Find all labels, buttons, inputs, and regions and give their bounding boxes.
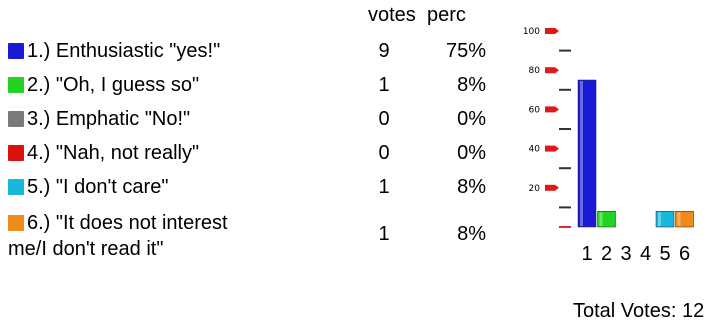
y-tick-label: 20	[529, 184, 541, 194]
y-minor-tick	[559, 128, 571, 130]
option-label: 1.) Enthusiastic "yes!"	[27, 40, 221, 62]
bar-highlight	[658, 212, 661, 226]
x-tick-label: 3	[620, 243, 631, 265]
bar-highlight	[677, 212, 681, 226]
option-percent: 8%	[457, 74, 486, 96]
y-tick-arrow	[555, 106, 559, 113]
bar	[577, 79, 597, 228]
swatch-icon	[8, 145, 24, 161]
option-votes: 1	[378, 223, 390, 245]
perc-header: perc	[427, 4, 466, 26]
option-votes: 1	[378, 74, 390, 96]
bar	[597, 211, 616, 228]
y-tick-arrow	[555, 145, 559, 152]
swatch-icon	[8, 111, 24, 127]
bar	[675, 211, 694, 228]
y-tick-mark	[545, 145, 555, 152]
bar-highlight	[580, 81, 583, 226]
y-tick-mark	[545, 106, 555, 113]
option-label: 3.) Emphatic "No!"	[27, 108, 191, 130]
option-percent: 8%	[457, 176, 486, 198]
x-tick-label: 6	[679, 243, 690, 265]
votes-header: votes	[368, 4, 416, 26]
y-minor-tick	[559, 167, 571, 170]
option-label: 6.) "It does not interest	[27, 212, 228, 234]
x-tick-label: 4	[640, 243, 651, 265]
y-zero-tick	[559, 226, 571, 228]
y-tick-mark	[545, 28, 555, 34]
option-votes: 0	[378, 108, 390, 130]
y-minor-tick	[559, 88, 571, 91]
y-minor-tick	[559, 49, 571, 52]
option-label: 5.) "I don't care"	[27, 176, 169, 198]
total-votes-label: Total Votes:	[573, 300, 677, 322]
total-votes-value: 12	[681, 300, 705, 322]
option-percent: 0%	[457, 108, 486, 130]
y-tick-mark	[545, 67, 555, 74]
y-tick-label: 80	[529, 66, 541, 76]
option-votes: 9	[378, 40, 390, 62]
y-tick-label: 40	[529, 145, 541, 155]
bar-chart: 20 40 60 80 100 1 2 3 4 5 6	[523, 27, 694, 265]
x-tick-label: 1	[581, 243, 592, 265]
y-minor-tick	[559, 206, 571, 209]
option-label-line2: me/I don't read it"	[8, 238, 164, 260]
option-percent: 75%	[445, 40, 486, 62]
y-tick-arrow	[555, 67, 559, 74]
y-tick-arrow	[555, 184, 559, 191]
option-votes: 1	[378, 176, 390, 198]
y-tick-mark	[545, 184, 555, 191]
y-tick-label: 60	[529, 105, 541, 115]
y-tick-label: 100	[523, 27, 540, 37]
bar-highlight	[599, 212, 603, 226]
option-percent: 8%	[457, 223, 486, 245]
option-votes: 0	[378, 142, 390, 164]
option-percent: 0%	[457, 142, 486, 164]
swatch-icon	[8, 43, 24, 59]
x-tick-label: 5	[659, 243, 670, 265]
option-label: 4.) "Nah, not really"	[27, 142, 200, 164]
swatch-icon	[8, 179, 24, 195]
bar	[655, 211, 675, 228]
option-label: 2.) "Oh, I guess so"	[27, 74, 200, 96]
x-tick-label: 2	[601, 243, 612, 265]
swatch-icon	[8, 215, 24, 231]
y-tick-arrow	[555, 28, 559, 34]
swatch-icon	[8, 77, 24, 93]
total-votes: Total Votes: 12	[573, 300, 704, 323]
poll-option-6: 6.) "It does not interest me/I don't read…	[8, 210, 498, 262]
